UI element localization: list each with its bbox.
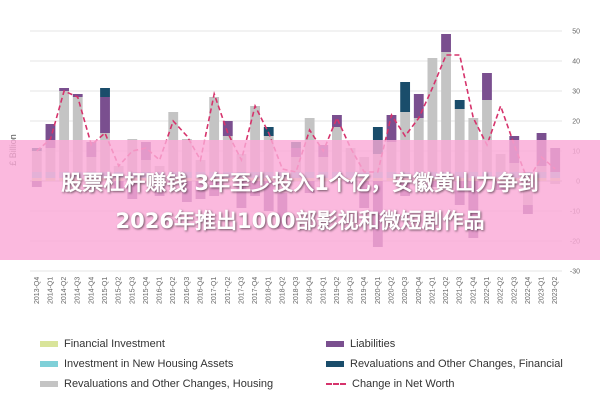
bar-segment: [263, 127, 274, 136]
legend-item-change-net-worth: Change in Net Worth: [326, 376, 455, 392]
y-tick-label: 50: [572, 29, 580, 36]
x-tick-label: 2015-Q1: [102, 277, 109, 304]
x-tick-label: 2022-Q1: [484, 277, 491, 304]
overlay-banner: 股票杠杆赚钱 3年至少投入1个亿，安徽黄山力争到 2026年推出1000部影视和…: [0, 140, 600, 260]
x-tick-label: 2013-Q4: [34, 277, 41, 304]
x-tick-label: 2017-Q3: [238, 277, 245, 304]
x-tick-label: 2022-Q2: [498, 277, 505, 304]
x-tick-label: 2016-Q2: [170, 277, 177, 304]
bar-segment: [441, 34, 451, 52]
x-tick-label: 2019-Q4: [361, 277, 368, 304]
x-tick-label: 2016-Q1: [157, 277, 164, 304]
y-tick-label: 30: [572, 89, 580, 96]
x-tick-label: 2018-Q2: [279, 277, 286, 304]
legend-item-investment-new-housing: Investment in New Housing Assets: [40, 356, 233, 372]
x-tick-label: 2023-Q1: [539, 277, 546, 304]
x-tick-label: 2023-Q2: [552, 277, 559, 304]
legend-swatch: [40, 361, 58, 367]
legend-item-liabilities: Liabilities: [326, 336, 395, 352]
bar-segment: [482, 100, 492, 172]
legend-label: Change in Net Worth: [352, 378, 455, 390]
y-tick-label: -30: [570, 269, 580, 276]
x-tick-label: 2014-Q4: [88, 277, 95, 304]
banner-line-1: 股票杠杆赚钱 3年至少投入1个亿，安徽黄山力争到: [61, 171, 539, 195]
x-tick-label: 2019-Q3: [348, 277, 355, 304]
bar-segment: [59, 88, 70, 91]
bar-segment: [45, 124, 56, 148]
x-tick-label: 2018-Q4: [307, 277, 314, 304]
legend-item-financial-investment: Financial Investment: [40, 336, 165, 352]
x-tick-label: 2017-Q2: [225, 277, 232, 304]
bar-segment: [72, 94, 83, 97]
banner-line-2: 2026年推出1000部影视和微短剧作品: [115, 209, 485, 233]
bar-segment: [209, 97, 220, 172]
x-tick-label: 2020-Q3: [402, 277, 409, 304]
x-tick-label: 2020-Q1: [375, 277, 382, 304]
x-tick-label: 2021-Q1: [429, 277, 436, 304]
y-tick-label: 20: [572, 119, 580, 126]
legend-label: Investment in New Housing Assets: [64, 358, 234, 370]
bar-segment: [332, 115, 342, 127]
x-tick-label: 2017-Q1: [211, 277, 218, 304]
legend-swatch: [326, 341, 344, 347]
x-tick-label: 2022-Q4: [525, 277, 532, 304]
bar-segment: [72, 97, 83, 172]
bar-segment: [100, 97, 110, 133]
x-tick-label: 2015-Q4: [143, 277, 150, 304]
x-tick-label: 2016-Q3: [184, 277, 191, 304]
bar-segment: [454, 100, 465, 109]
x-tick-label: 2022-Q3: [511, 277, 518, 304]
x-tick-label: 2014-Q3: [75, 277, 82, 304]
x-tick-label: 2015-Q3: [129, 277, 136, 304]
bar-segment: [482, 73, 492, 100]
x-tick-label: 2020-Q2: [388, 277, 395, 304]
legend-swatch: [40, 381, 58, 387]
bar-segment: [400, 82, 411, 112]
bar-segment: [427, 58, 438, 172]
chart-legend: Financial Investment Investment in New H…: [0, 330, 600, 400]
legend-item-revaluations-housing: Revaluations and Other Changes, Housing: [40, 376, 273, 392]
y-tick-label: 40: [572, 59, 580, 66]
legend-swatch: [40, 341, 58, 347]
legend-label: Liabilities: [350, 338, 396, 350]
x-tick-label: 2016-Q4: [198, 277, 205, 304]
x-tick-label: 2014-Q2: [61, 277, 68, 304]
x-tick-label: 2018-Q3: [293, 277, 300, 304]
x-tick-label: 2020-Q4: [416, 277, 423, 304]
x-tick-label: 2019-Q1: [320, 277, 327, 304]
x-tick-label: 2018-Q1: [266, 277, 273, 304]
legend-label: Revaluations and Other Changes, Housing: [64, 378, 274, 390]
x-tick-label: 2021-Q2: [443, 277, 450, 304]
legend-label: Revaluations and Other Changes, Financia…: [350, 358, 563, 370]
x-tick-label: 2019-Q2: [334, 277, 341, 304]
bar-segment: [413, 94, 424, 118]
x-tick-label: 2021-Q3: [457, 277, 464, 304]
bar-segment: [441, 52, 451, 172]
x-tick-label: 2021-Q4: [470, 277, 477, 304]
legend-label: Financial Investment: [64, 338, 165, 350]
x-tick-label: 2015-Q2: [116, 277, 123, 304]
bar-segment: [100, 88, 110, 97]
legend-dash: [326, 383, 346, 385]
bar-segment: [59, 91, 70, 172]
x-tick-label: 2014-Q1: [47, 277, 54, 304]
bar-segment: [250, 106, 260, 172]
legend-item-revaluations-financial: Revaluations and Other Changes, Financia…: [326, 356, 563, 372]
legend-swatch: [326, 361, 344, 367]
bar-segment: [222, 121, 233, 136]
x-tick-label: 2017-Q4: [252, 277, 259, 304]
x-axis-ticks: 2013-Q4 2014-Q1 2014-Q2 2014-Q3 2014-Q4 2015-…: [34, 277, 559, 304]
bar-segment: [386, 115, 397, 142]
